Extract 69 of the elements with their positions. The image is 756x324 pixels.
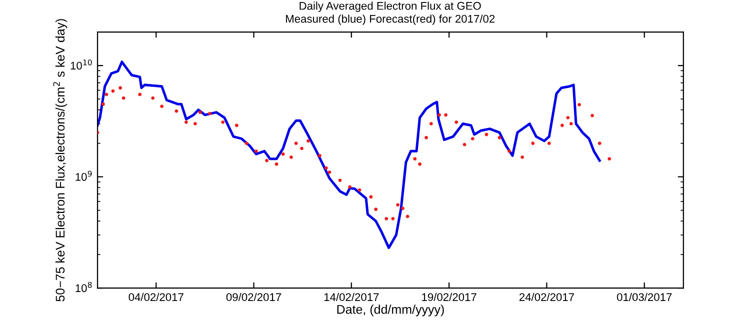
point [318, 154, 322, 158]
point [358, 188, 362, 192]
point [208, 112, 212, 116]
point [396, 203, 400, 207]
point [384, 217, 388, 220]
point [569, 122, 573, 126]
point [391, 217, 395, 220]
x-tick-label: 04/02/2017 [128, 292, 184, 302]
y-axis-title: 50−75 keV Electron Flux,electrons/(cm$^{2}$ s keV day) [53, 19, 68, 302]
x-tick-label: 19/02/2017 [422, 292, 476, 302]
point [138, 92, 142, 96]
point [547, 142, 551, 146]
point [151, 96, 155, 100]
point [274, 162, 278, 166]
point [338, 178, 342, 182]
line-series [98, 60, 601, 250]
x-axis-title: Date, (dd/mm/yyyy) [337, 304, 444, 316]
point [374, 208, 378, 212]
point [531, 142, 535, 146]
point [566, 116, 570, 120]
point [438, 113, 441, 117]
point [498, 136, 502, 140]
point [122, 96, 126, 100]
point [324, 166, 328, 170]
point [265, 158, 268, 162]
point [418, 162, 422, 166]
chart-title: Daily Averaged Electron Flux at GEO [300, 2, 481, 12]
point [424, 136, 428, 140]
point [578, 102, 581, 106]
point [281, 152, 285, 156]
x-tick-label: 24/02/2017 [519, 292, 574, 302]
point [406, 214, 410, 218]
point [413, 157, 417, 161]
point [508, 149, 511, 153]
y-tick-label: 10$^{10}$ [70, 59, 92, 70]
point [221, 120, 225, 124]
point [328, 170, 332, 174]
point [254, 149, 258, 153]
point [470, 137, 474, 140]
x-tick-label: 14/02/2017 [324, 292, 379, 302]
point [444, 113, 448, 117]
point [294, 142, 298, 146]
y-tick-label: 10$^{8}$ [76, 282, 92, 292]
point [300, 146, 304, 150]
point [520, 156, 524, 159]
point [102, 102, 105, 106]
point [429, 122, 433, 126]
point [454, 120, 458, 124]
point [560, 124, 564, 128]
y-tick-label: 10$^{9}$ [76, 170, 92, 181]
point [234, 124, 238, 128]
x-tick-label: 09/02/2017 [226, 292, 282, 302]
point [174, 109, 178, 113]
point [198, 110, 202, 114]
point [590, 114, 594, 118]
point [160, 104, 164, 108]
chart-subtitle: Measured (blue) Forecast(red) for 2017/02 [286, 14, 495, 25]
point [244, 142, 248, 146]
point [369, 195, 373, 199]
point [348, 185, 352, 189]
point [598, 142, 602, 146]
x-tick-label: 01/03/2017 [616, 292, 672, 302]
point [193, 122, 197, 126]
point [184, 120, 188, 124]
point [608, 157, 612, 161]
point [400, 206, 404, 210]
point [118, 86, 122, 90]
point [289, 156, 293, 159]
point [306, 139, 310, 143]
